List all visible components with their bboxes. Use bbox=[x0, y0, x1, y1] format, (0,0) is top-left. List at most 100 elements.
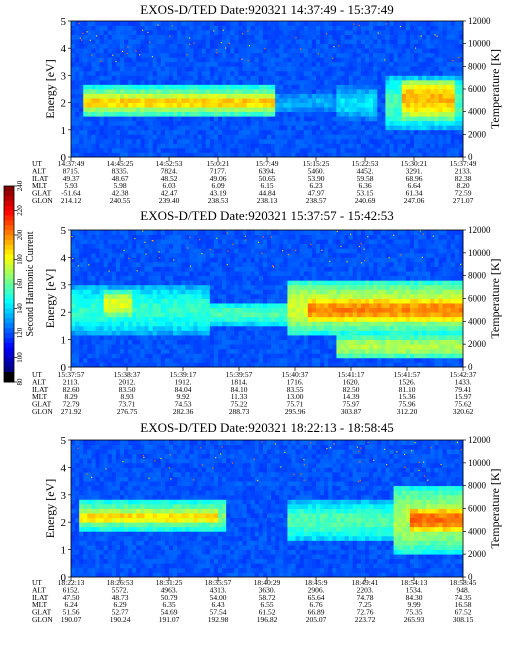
colorbar-swatch bbox=[4, 235, 14, 241]
y-tick-label: 1 bbox=[61, 545, 67, 557]
table-cell: 196.82 bbox=[257, 615, 278, 624]
table-cell: 1534. bbox=[406, 585, 423, 594]
table-cell: 84.30 bbox=[406, 593, 423, 602]
y-tick-label: 0 bbox=[61, 362, 67, 374]
table-cell: 5.98 bbox=[113, 181, 126, 190]
table-cell: 79.41 bbox=[455, 385, 472, 394]
y-tick-label: 3 bbox=[61, 70, 67, 82]
table-cell: 83.50 bbox=[119, 385, 136, 394]
table-cell: 190.24 bbox=[110, 615, 131, 624]
table-cell: 75.62 bbox=[455, 400, 472, 409]
table-row-label: GLON bbox=[32, 196, 53, 205]
table-cell: 18:45:9 bbox=[305, 578, 328, 587]
table-cell: 65.64 bbox=[308, 593, 325, 602]
y2-tick-label: 4000 bbox=[468, 107, 487, 117]
table-cell: 6394. bbox=[259, 166, 276, 175]
table-row-label: GLAT bbox=[32, 608, 52, 617]
table-cell: 6.23 bbox=[309, 181, 322, 190]
table-cell: 191.07 bbox=[159, 615, 180, 624]
y2-tick-label: 8000 bbox=[468, 481, 487, 491]
colorbar-swatch bbox=[4, 186, 14, 192]
table-cell: 4313. bbox=[210, 585, 227, 594]
table-cell: 14.39 bbox=[343, 392, 360, 401]
table-cell: 205.07 bbox=[306, 615, 327, 624]
colorbar-tick-label: 140 bbox=[16, 303, 24, 314]
table-cell: 67.52 bbox=[455, 608, 472, 617]
y-tick-label: 1 bbox=[61, 125, 67, 137]
colorbar-swatch bbox=[4, 200, 14, 207]
panel-title: EXOS-D/TED Date:920321 18:22:13 - 18:58:… bbox=[140, 420, 393, 435]
table-cell: 53.90 bbox=[308, 174, 325, 183]
colorbar-swatch bbox=[4, 357, 14, 363]
table-cell: 73.71 bbox=[119, 400, 136, 409]
y-tick-label: 4 bbox=[61, 43, 67, 55]
table-cell: 238.13 bbox=[257, 196, 278, 205]
table-cell: 14:37:49 bbox=[58, 159, 85, 168]
table-cell: 2113. bbox=[63, 377, 80, 386]
colorbar-tick-label: 80 bbox=[16, 378, 24, 386]
table-cell: 6.76 bbox=[309, 600, 322, 609]
table-cell: 52.77 bbox=[112, 608, 129, 617]
table-cell: 74.53 bbox=[175, 400, 192, 409]
colorbar-swatch bbox=[4, 264, 14, 270]
table-cell: 43.19 bbox=[210, 189, 227, 198]
table-cell: 8715. bbox=[63, 166, 80, 175]
table-cell: 8.29 bbox=[64, 392, 77, 401]
heatmap-cells bbox=[71, 21, 464, 158]
table-cell: 4963. bbox=[161, 585, 178, 594]
table-cell: 1620. bbox=[343, 377, 360, 386]
table-cell: 48.73 bbox=[112, 593, 129, 602]
table-cell: 9.99 bbox=[407, 600, 420, 609]
table-cell: 5572. bbox=[112, 585, 129, 594]
table-cell: 18:40:29 bbox=[254, 578, 281, 587]
table-cell: 238.53 bbox=[208, 196, 229, 205]
table-cell: 15:41:17 bbox=[338, 370, 365, 379]
table-cell: 83.55 bbox=[287, 385, 304, 394]
table-cell: 15:42:37 bbox=[450, 370, 477, 379]
colorbar-swatch bbox=[4, 362, 14, 368]
colorbar-swatch bbox=[4, 269, 14, 275]
table-cell: 81.10 bbox=[399, 385, 416, 394]
table-cell: 240.69 bbox=[355, 196, 376, 205]
table-cell: 75.97 bbox=[343, 400, 360, 409]
y-tick-label: 3 bbox=[61, 280, 67, 292]
table-cell: 74.78 bbox=[357, 593, 374, 602]
table-cell: 15:39:17 bbox=[170, 370, 197, 379]
y-tick-label: 0 bbox=[61, 572, 67, 584]
table-cell: 6.24 bbox=[64, 600, 77, 609]
table-cell: 288.73 bbox=[229, 407, 250, 416]
table-cell: 15:37:49 bbox=[450, 159, 477, 168]
table-cell: 6.36 bbox=[358, 181, 371, 190]
table-row-label: ALT bbox=[32, 377, 46, 386]
colorbar-swatch bbox=[4, 215, 14, 221]
table-cell: 54.00 bbox=[210, 593, 227, 602]
table-cell: 948. bbox=[456, 585, 469, 594]
table-cell: 2906. bbox=[308, 585, 325, 594]
colorbar-swatch bbox=[4, 230, 14, 236]
y-axis-label: Energy [eV] bbox=[43, 59, 57, 118]
table-cell: 9.92 bbox=[176, 392, 189, 401]
table-cell: 5460. bbox=[308, 166, 325, 175]
y-tick-label: 4 bbox=[61, 462, 67, 474]
table-cell: 15:40:37 bbox=[282, 370, 309, 379]
y2-axis-label: Temperature [K] bbox=[488, 49, 502, 129]
table-cell: 15.36 bbox=[399, 392, 416, 401]
table-cell: 68.96 bbox=[406, 174, 423, 183]
table-cell: 61.34 bbox=[406, 189, 423, 198]
y-axis-label: Energy [eV] bbox=[43, 479, 57, 538]
table-cell: 2203. bbox=[357, 585, 374, 594]
y-tick-label: 2 bbox=[61, 517, 67, 529]
colorbar-swatch bbox=[4, 190, 14, 197]
colorbar-swatch bbox=[4, 328, 14, 334]
y2-tick-label: 6000 bbox=[468, 294, 487, 304]
panel-title: EXOS-D/TED Date:920321 15:37:57 - 15:42:… bbox=[140, 208, 393, 223]
colorbar-swatch bbox=[4, 244, 14, 251]
colorbar-swatch bbox=[4, 225, 14, 231]
table-cell: 75.22 bbox=[231, 400, 248, 409]
y2-tick-label: 2000 bbox=[468, 549, 487, 559]
heatmap-panel-3: EXOS-D/TED Date:920321 18:22:13 - 18:58:… bbox=[32, 420, 502, 624]
table-cell: 295.96 bbox=[285, 407, 306, 416]
table-cell: 192.98 bbox=[208, 615, 229, 624]
table-cell: 1526. bbox=[399, 377, 416, 386]
table-cell: 6.43 bbox=[211, 600, 224, 609]
